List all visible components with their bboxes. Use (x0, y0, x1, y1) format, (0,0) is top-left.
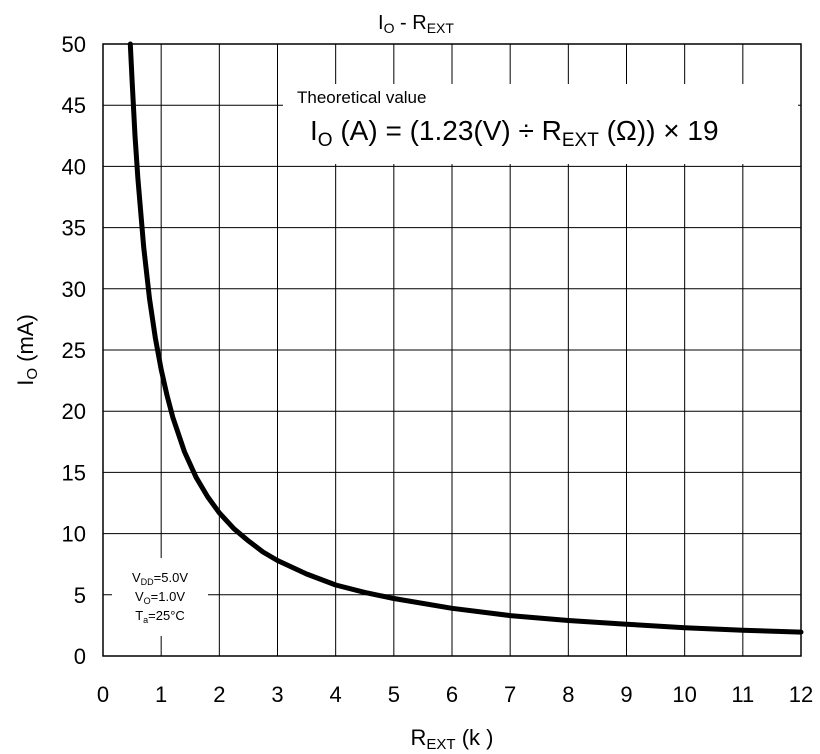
condition-ta: Ta=25°C (135, 608, 185, 625)
annotation-formula: IO (A) = (1.23(V) ÷ REXT (Ω)) × 19 (310, 115, 719, 151)
x-tick-label: 0 (97, 682, 109, 707)
series-line (127, 41, 804, 635)
y-axis-ticks: 0 5 10 15 20 25 30 35 40 45 50 (62, 32, 86, 669)
x-tick-label: 4 (330, 682, 342, 707)
x-tick-label: 3 (271, 682, 283, 707)
conditions-box: VDD=5.0V VO=1.0V Ta=25°C (112, 558, 208, 636)
y-tick-label: 10 (62, 522, 86, 547)
x-tick-label: 10 (672, 682, 696, 707)
chart-title: IO - REXT (378, 12, 454, 36)
y-tick-label: 5 (74, 583, 86, 608)
series (127, 41, 804, 635)
plot-frame (102, 43, 802, 657)
x-tick-label: 2 (213, 682, 225, 707)
y-axis-label: IO (mA) (13, 314, 41, 386)
y-tick-label: 30 (62, 277, 86, 302)
y-tick-label: 35 (62, 216, 86, 241)
y-tick-label: 45 (62, 93, 86, 118)
x-tick-label: 5 (388, 682, 400, 707)
x-axis-ticks: 0 1 2 3 4 5 6 7 8 9 10 11 12 (97, 682, 813, 707)
x-tick-label: 6 (446, 682, 458, 707)
y-tick-label: 50 (62, 32, 86, 57)
annotation-label: Theoretical value (297, 88, 426, 107)
x-tick-label: 9 (620, 682, 632, 707)
x-tick-label: 8 (562, 682, 574, 707)
condition-vo: VO=1.0V (135, 589, 185, 606)
x-tick-label: 1 (155, 682, 167, 707)
annotation-box: Theoretical value IO (A) = (1.23(V) ÷ RE… (283, 84, 798, 164)
y-tick-label: 15 (62, 460, 86, 485)
x-tick-label: 12 (789, 682, 813, 707)
y-tick-label: 0 (74, 644, 86, 669)
x-axis-label: REXT (k ) (411, 725, 494, 753)
y-tick-label: 20 (62, 399, 86, 424)
x-tick-label: 7 (504, 682, 516, 707)
condition-vdd: VDD=5.0V (132, 570, 188, 587)
y-tick-label: 25 (62, 338, 86, 363)
y-tick-label: 40 (62, 154, 86, 179)
x-tick-label: 11 (731, 682, 754, 707)
